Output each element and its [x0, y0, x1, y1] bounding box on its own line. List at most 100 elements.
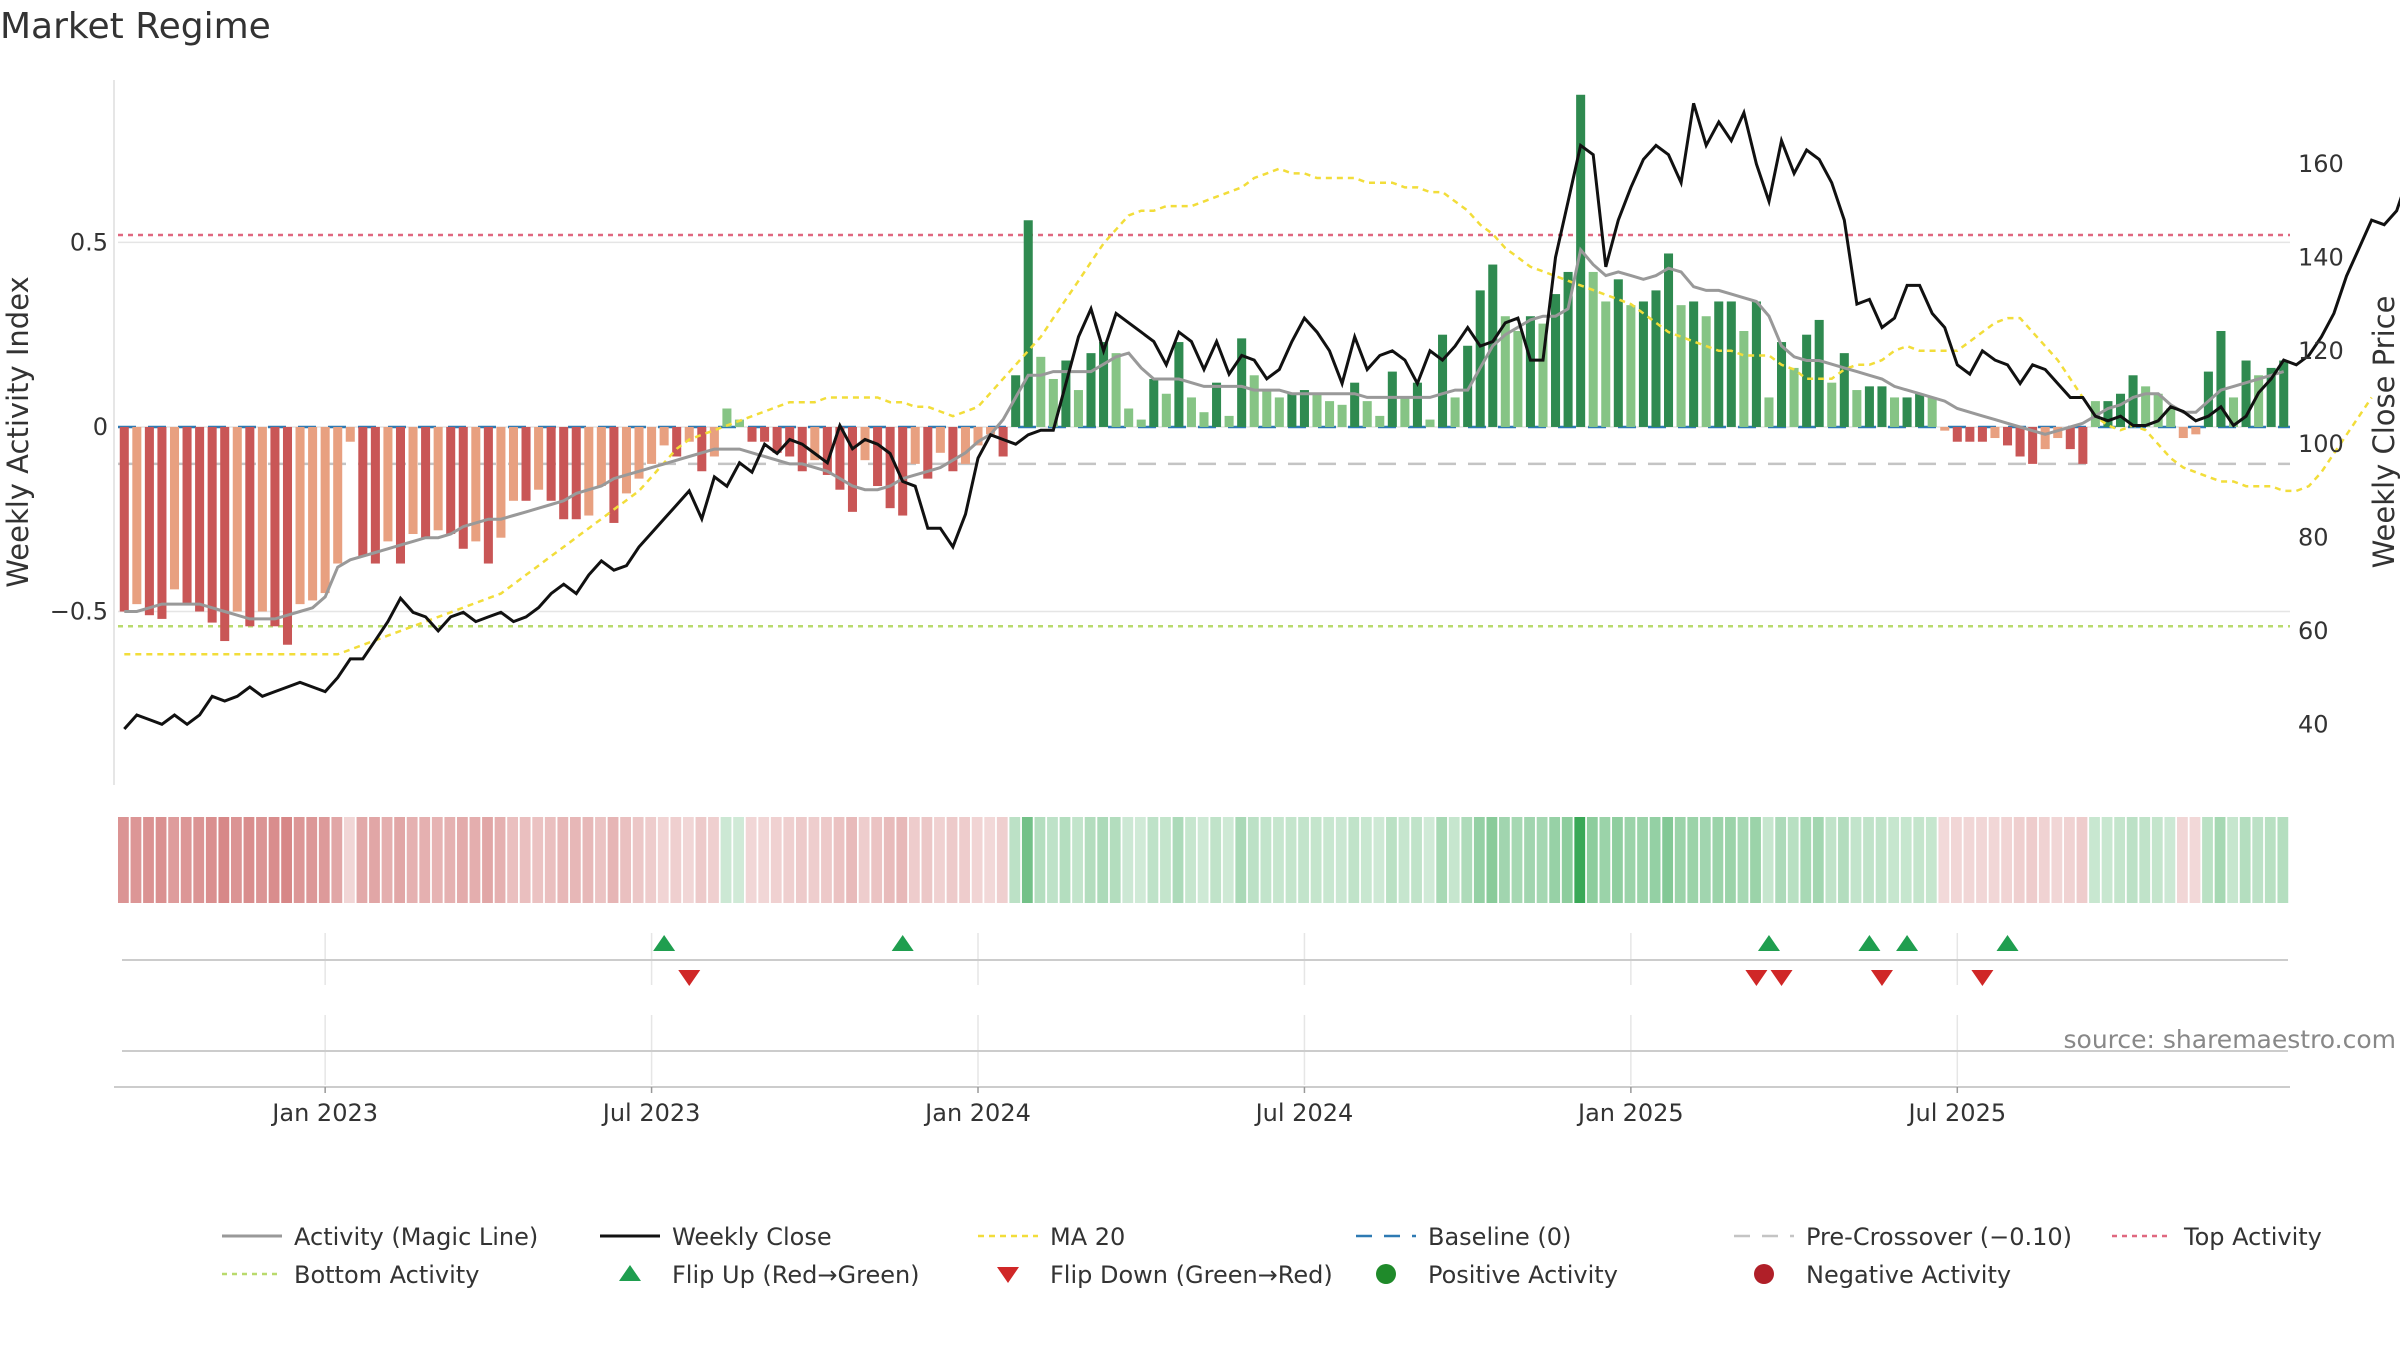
- activity-bar: [1086, 353, 1096, 427]
- activity-bar: [1312, 393, 1322, 427]
- legend-label: Weekly Close: [672, 1223, 832, 1251]
- heat-cell: [356, 817, 368, 903]
- activity-bar: [709, 426, 719, 457]
- axes: 0.5 0 −0.5 40 60 80 100 120 140 160 Weekly Activit…: [1, 80, 2400, 785]
- legend-label: Top Activity: [2183, 1223, 2322, 1251]
- activity-bar: [835, 426, 845, 490]
- heat-cell: [1499, 817, 1510, 903]
- activity-bar: [1651, 290, 1661, 427]
- activity-bar: [571, 426, 581, 520]
- legend-swatch: [619, 1265, 641, 1281]
- heat-cell: [2114, 817, 2126, 903]
- heat-cell: [331, 817, 343, 903]
- heat-cell: [2214, 817, 2226, 903]
- series-lines: [123, 102, 2400, 730]
- heat-cell: [2064, 817, 2075, 903]
- activity-bar: [157, 426, 167, 619]
- heat-cell: [1235, 817, 1247, 903]
- activity-bar: [534, 426, 544, 490]
- heat-cell: [130, 817, 142, 903]
- activity-bar: [1023, 220, 1033, 427]
- heat-cell: [2151, 817, 2163, 903]
- x-tick-label: Jul 2025: [1906, 1099, 2006, 1127]
- activity-bar: [1789, 367, 1799, 427]
- heat-cell: [582, 817, 594, 903]
- heat-cell: [921, 817, 933, 903]
- heat-cell: [1511, 817, 1523, 903]
- heat-cell: [795, 817, 807, 903]
- activity-bar: [2216, 330, 2226, 427]
- heat-cell: [833, 817, 845, 903]
- activity-bar: [960, 426, 970, 464]
- heat-cell: [1084, 817, 1096, 903]
- activity-bar: [232, 426, 242, 612]
- heat-cell: [645, 817, 657, 903]
- heat-cell: [1524, 817, 1535, 903]
- heat-cell: [1951, 817, 1962, 903]
- heat-cell: [2001, 817, 2013, 903]
- activity-bar: [1011, 375, 1021, 427]
- activity-bar: [1551, 294, 1561, 427]
- activity-bar: [496, 426, 506, 538]
- source-note: source: sharemaestro.com: [2064, 1025, 2397, 1054]
- heat-cell: [444, 817, 456, 903]
- heat-cell: [118, 817, 129, 903]
- magic-line: [124, 246, 2285, 621]
- y-right-tick-label: 120: [2298, 337, 2344, 365]
- heat-cell: [193, 817, 205, 903]
- legend-label: Bottom Activity: [294, 1261, 479, 1289]
- x-tick-label: Jul 2024: [1254, 1099, 1354, 1127]
- activity-bar: [1601, 301, 1611, 427]
- heat-cell: [1963, 817, 1975, 903]
- activity-bar: [935, 426, 945, 453]
- activity-bar: [1387, 371, 1397, 427]
- heat-cell: [1662, 817, 1674, 903]
- activity-bar: [1111, 353, 1121, 427]
- activity-bar: [1676, 305, 1686, 427]
- activity-bar: [1149, 378, 1159, 427]
- heat-cell: [2139, 817, 2151, 903]
- activity-bar: [2191, 426, 2201, 435]
- heat-cell: [1260, 817, 1272, 903]
- heat-cell: [758, 817, 770, 903]
- legend-swatch: [997, 1267, 1019, 1283]
- heat-cell: [1348, 817, 1360, 903]
- heat-cell: [1637, 817, 1648, 903]
- activity-bar: [1249, 375, 1259, 427]
- heat-cell: [1473, 817, 1485, 903]
- activity-bar: [1099, 342, 1109, 427]
- activity-bar: [1375, 415, 1385, 427]
- heat-cell: [1298, 817, 1309, 903]
- activity-bar: [508, 426, 518, 501]
- heat-cell: [343, 817, 355, 903]
- activity-bar: [1513, 330, 1523, 427]
- activity-bar: [2266, 367, 2276, 427]
- y-left-axis-label: Weekly Activity Index: [1, 276, 35, 587]
- heat-cell: [1009, 817, 1021, 903]
- activity-bar: [760, 426, 770, 442]
- activity-bar: [433, 426, 443, 531]
- activity-bar: [1802, 334, 1812, 427]
- heat-cell: [1210, 817, 1222, 903]
- heat-cell: [1197, 817, 1209, 903]
- heat-cell: [482, 817, 493, 903]
- activity-bar: [1940, 426, 1950, 431]
- activity-bar: [1274, 397, 1284, 427]
- heat-cell: [2239, 817, 2251, 903]
- heat-cell: [1222, 817, 1234, 903]
- activity-bar: [2065, 426, 2075, 450]
- heat-cell: [1988, 817, 2000, 903]
- activity-bar: [395, 426, 406, 564]
- heat-cell: [632, 817, 644, 903]
- activity-bar: [647, 426, 657, 464]
- activity-bar: [659, 426, 669, 446]
- heat-cell: [155, 817, 167, 903]
- legend-label: Positive Activity: [1428, 1261, 1618, 1289]
- heat-cell: [1273, 817, 1284, 903]
- y-right-tick-label: 40: [2298, 710, 2329, 738]
- heat-cell: [1034, 817, 1046, 903]
- heat-cell: [1461, 817, 1473, 903]
- activity-bar: [1952, 426, 1962, 442]
- heat-cell: [2051, 817, 2063, 903]
- activity-bar: [1350, 382, 1360, 427]
